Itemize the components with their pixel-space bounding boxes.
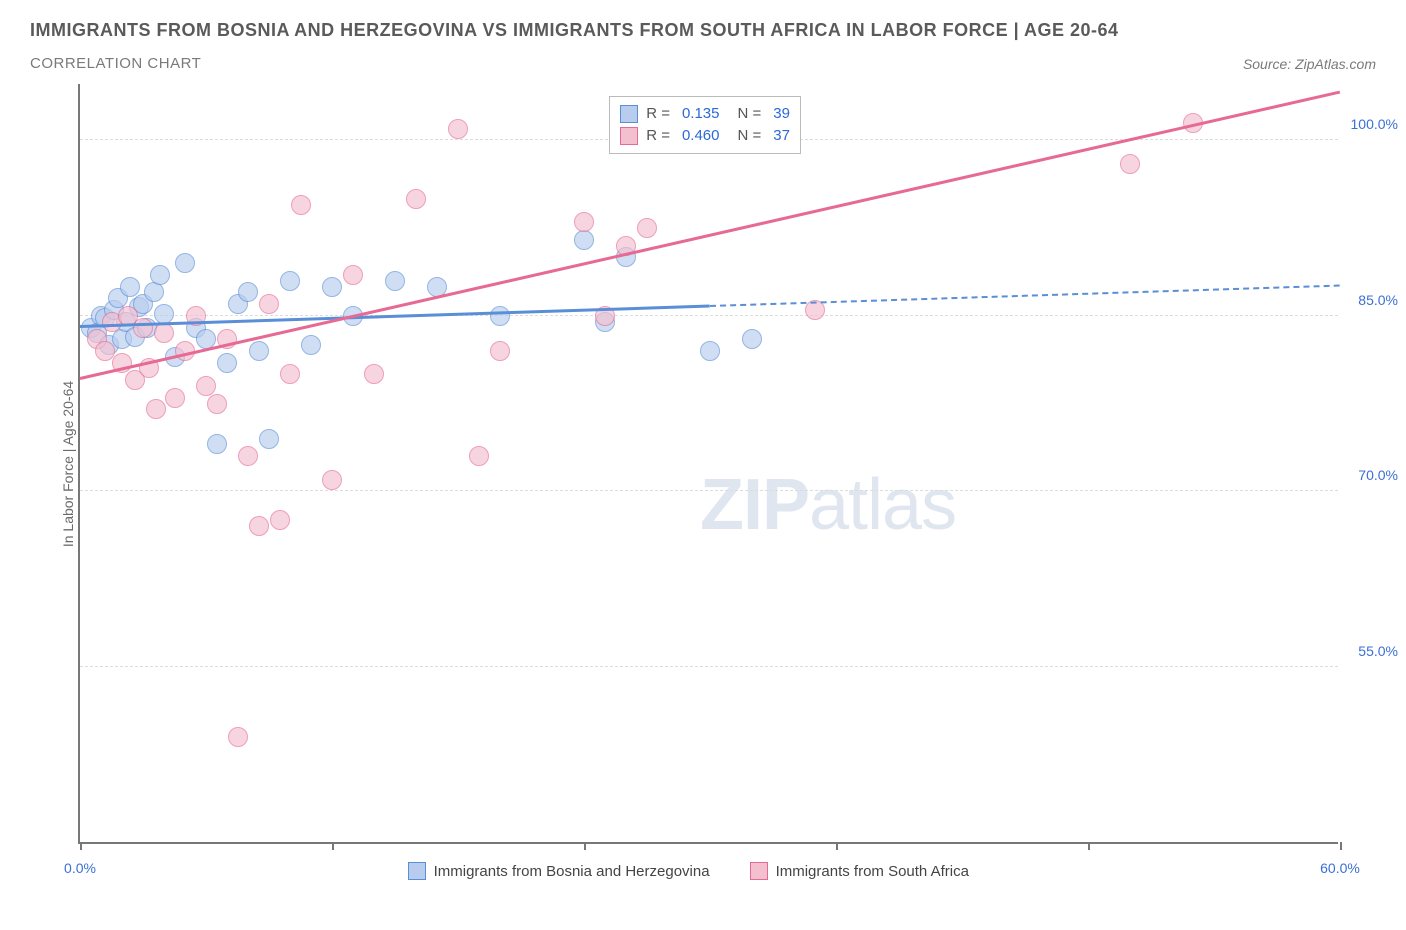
y-tick-label: 70.0%	[1358, 467, 1398, 483]
stat-n-value: 37	[773, 125, 790, 147]
data-point-bosnia	[175, 253, 195, 273]
data-point-south_africa	[637, 218, 657, 238]
stat-n-value: 39	[773, 103, 790, 125]
x-tick-mark	[584, 842, 586, 850]
data-point-south_africa	[1120, 154, 1140, 174]
data-point-bosnia	[574, 230, 594, 250]
y-axis-label: In Labor Force | Age 20-64	[60, 381, 76, 547]
watermark-rest: atlas	[809, 465, 956, 545]
stat-r-label: R =	[646, 125, 670, 147]
data-point-bosnia	[207, 434, 227, 454]
legend-swatch-bosnia	[408, 862, 426, 880]
data-point-bosnia	[385, 271, 405, 291]
data-point-bosnia	[280, 271, 300, 291]
legend-label: Immigrants from Bosnia and Herzegovina	[434, 863, 710, 880]
data-point-bosnia	[217, 353, 237, 373]
data-point-south_africa	[364, 364, 384, 384]
legend-swatch-south_africa	[750, 862, 768, 880]
chart-container: In Labor Force | Age 20-64 ZIPatlas 55.0…	[78, 84, 1376, 844]
subtitle-row: CORRELATION CHART Source: ZipAtlas.com	[30, 55, 1376, 72]
data-point-south_africa	[280, 364, 300, 384]
data-point-bosnia	[301, 335, 321, 355]
subtitle: CORRELATION CHART	[30, 55, 201, 72]
data-point-south_africa	[448, 119, 468, 139]
page-title: IMMIGRANTS FROM BOSNIA AND HERZEGOVINA V…	[30, 20, 1376, 41]
data-point-south_africa	[146, 399, 166, 419]
data-point-bosnia	[742, 329, 762, 349]
data-point-south_africa	[249, 516, 269, 536]
trend-ext-bosnia	[710, 285, 1340, 307]
data-point-south_africa	[291, 195, 311, 215]
data-point-south_africa	[133, 318, 153, 338]
stat-n-label: N =	[738, 103, 762, 125]
data-point-bosnia	[700, 341, 720, 361]
data-point-south_africa	[207, 394, 227, 414]
gridline	[80, 315, 1338, 316]
data-point-south_africa	[469, 446, 489, 466]
stat-r-value: 0.460	[682, 125, 720, 147]
data-point-south_africa	[574, 212, 594, 232]
data-point-bosnia	[259, 429, 279, 449]
data-point-bosnia	[144, 282, 164, 302]
data-point-bosnia	[238, 282, 258, 302]
watermark-bold: ZIP	[700, 465, 809, 545]
legend-item-bosnia: Immigrants from Bosnia and Herzegovina	[408, 862, 710, 880]
data-point-south_africa	[270, 510, 290, 530]
stat-n-label: N =	[738, 125, 762, 147]
stats-row-bosnia: R = 0.135 N = 39	[620, 103, 790, 125]
data-point-bosnia	[154, 304, 174, 324]
data-point-bosnia	[490, 306, 510, 326]
y-tick-label: 55.0%	[1358, 643, 1398, 659]
source-label: Source: ZipAtlas.com	[1243, 56, 1376, 72]
stats-legend-box: R = 0.135 N = 39 R = 0.460 N = 37	[609, 96, 801, 154]
data-point-south_africa	[259, 294, 279, 314]
y-tick-label: 85.0%	[1358, 292, 1398, 308]
series-legend: Immigrants from Bosnia and Herzegovina Im…	[408, 862, 969, 880]
x-tick-mark	[332, 842, 334, 850]
data-point-bosnia	[322, 277, 342, 297]
data-point-bosnia	[249, 341, 269, 361]
x-tick-label: 60.0%	[1320, 860, 1360, 876]
data-point-south_africa	[490, 341, 510, 361]
x-tick-mark	[836, 842, 838, 850]
legend-label: Immigrants from South Africa	[776, 863, 969, 880]
data-point-south_africa	[238, 446, 258, 466]
watermark: ZIPatlas	[700, 464, 956, 546]
data-point-bosnia	[120, 277, 140, 297]
x-tick-mark	[80, 842, 82, 850]
x-tick-mark	[1088, 842, 1090, 850]
gridline	[80, 490, 1338, 491]
scatter-plot: ZIPatlas 55.0%70.0%85.0%100.0%0.0%60.0%R…	[78, 84, 1338, 844]
data-point-south_africa	[322, 470, 342, 490]
stats-row-south_africa: R = 0.460 N = 37	[620, 125, 790, 147]
data-point-bosnia	[150, 265, 170, 285]
x-tick-mark	[1340, 842, 1342, 850]
stat-r-value: 0.135	[682, 103, 720, 125]
swatch-south_africa	[620, 127, 638, 145]
swatch-bosnia	[620, 105, 638, 123]
stat-r-label: R =	[646, 103, 670, 125]
y-tick-label: 100.0%	[1351, 116, 1398, 132]
legend-item-south_africa: Immigrants from South Africa	[750, 862, 969, 880]
x-tick-label: 0.0%	[64, 860, 96, 876]
data-point-south_africa	[165, 388, 185, 408]
gridline	[80, 666, 1338, 667]
data-point-south_africa	[154, 323, 174, 343]
data-point-south_africa	[228, 727, 248, 747]
data-point-south_africa	[343, 265, 363, 285]
data-point-south_africa	[406, 189, 426, 209]
